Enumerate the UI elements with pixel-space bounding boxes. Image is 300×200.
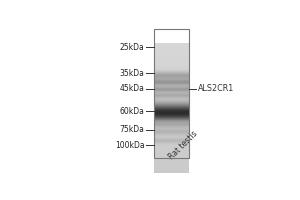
Text: Rat testis: Rat testis [167,129,200,161]
Text: 60kDa: 60kDa [120,107,145,116]
Text: ALS2CR1: ALS2CR1 [198,84,234,93]
Text: 45kDa: 45kDa [120,84,145,93]
Text: 25kDa: 25kDa [120,43,145,52]
Bar [154,29,189,158]
Text: 35kDa: 35kDa [120,69,145,78]
Text: 75kDa: 75kDa [120,125,145,134]
Text: 100kDa: 100kDa [115,141,145,150]
